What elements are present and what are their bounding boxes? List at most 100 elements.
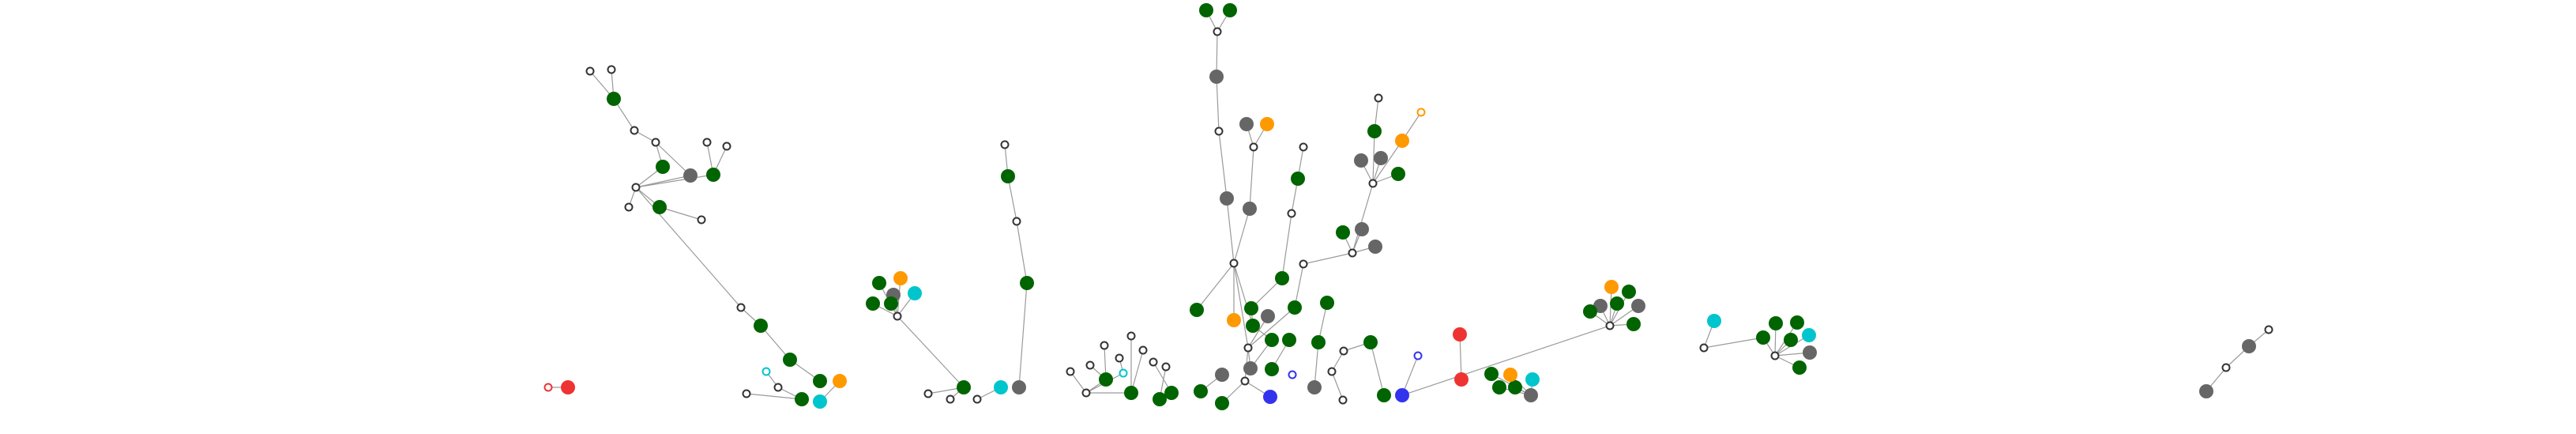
- leaf-node: [1012, 380, 1026, 394]
- leaf-node: [1215, 368, 1229, 382]
- hub-node: [630, 126, 639, 135]
- edge: [1196, 262, 1235, 311]
- leaf-node: [1756, 330, 1770, 345]
- leaf-node: [1604, 280, 1619, 294]
- hub-node: [1066, 367, 1075, 376]
- hub-node: [1149, 357, 1158, 367]
- edge: [1233, 208, 1250, 264]
- hub-node: [1115, 353, 1124, 363]
- hub-node: [923, 389, 933, 398]
- leaf-node: [1261, 309, 1275, 323]
- hub-node: [1240, 376, 1250, 386]
- edge: [655, 142, 691, 176]
- hub-node: [2264, 325, 2273, 334]
- edge: [659, 206, 702, 221]
- edge: [1314, 342, 1319, 388]
- hub-node: [631, 183, 641, 192]
- leaf-node: [1508, 380, 1522, 394]
- leaf-node: [706, 168, 720, 182]
- hub-node: [651, 138, 660, 147]
- small-node: [1119, 368, 1128, 378]
- hub-node: [1000, 140, 1010, 149]
- leaf-node: [1374, 151, 1388, 165]
- leaf-node: [1223, 3, 1237, 17]
- edge: [1130, 349, 1144, 394]
- leaf-node: [795, 392, 809, 406]
- edge: [1281, 213, 1292, 279]
- leaf-node: [1784, 333, 1798, 347]
- edge: [1218, 130, 1228, 199]
- leaf-node: [813, 394, 827, 409]
- leaf-node: [1803, 345, 1817, 360]
- leaf-node: [683, 168, 698, 183]
- hub-node: [2221, 363, 2231, 372]
- small-node: [1416, 108, 1426, 117]
- edge: [1070, 371, 1087, 394]
- leaf-node: [2199, 384, 2213, 398]
- leaf-node: [1199, 3, 1213, 17]
- leaf-node: [1484, 367, 1499, 381]
- leaf-node: [1707, 314, 1721, 328]
- leaf-node: [1215, 396, 1229, 410]
- hub-node: [1249, 142, 1258, 152]
- hub-node: [1699, 343, 1709, 353]
- leaf-node: [1631, 299, 1645, 313]
- hub-node: [1374, 93, 1383, 103]
- leaf-node: [561, 380, 575, 394]
- leaf-node: [994, 380, 1008, 394]
- hub-node: [1339, 346, 1348, 356]
- leaf-node: [1583, 304, 1597, 319]
- edge: [1016, 221, 1028, 284]
- leaf-node: [1307, 380, 1322, 394]
- leaf-node: [872, 276, 886, 290]
- hub-node: [893, 311, 902, 321]
- leaf-node: [1354, 153, 1368, 168]
- leaf-node: [1288, 300, 1302, 315]
- hub-node: [697, 215, 706, 225]
- edge: [1372, 130, 1375, 184]
- leaf-node: [1355, 222, 1369, 236]
- leaf-node: [1190, 303, 1204, 317]
- node-layer: [543, 3, 2273, 410]
- leaf-node: [1194, 384, 1208, 398]
- leaf-node: [754, 319, 768, 333]
- leaf-node: [1263, 390, 1277, 404]
- leaf-node: [652, 200, 667, 214]
- leaf-node: [2242, 339, 2256, 353]
- leaf-node: [1769, 316, 1783, 330]
- hub-node: [1229, 259, 1239, 268]
- edge: [635, 175, 691, 188]
- leaf-node: [1265, 333, 1279, 347]
- edge: [1331, 371, 1344, 401]
- hub-node: [702, 138, 712, 147]
- edge: [1401, 325, 1611, 396]
- leaf-node: [1503, 368, 1517, 382]
- hub-node: [1287, 209, 1296, 218]
- edge: [1233, 262, 1254, 326]
- hub-node: [1243, 343, 1253, 353]
- hub-node: [1085, 360, 1095, 370]
- leaf-node: [1244, 301, 1258, 315]
- hub-node: [1081, 388, 1091, 398]
- leaf-node: [1246, 319, 1260, 333]
- hub-node: [773, 383, 783, 392]
- leaf-node: [884, 296, 898, 311]
- leaf-node: [1099, 372, 1113, 387]
- leaf-node: [1524, 388, 1538, 402]
- leaf-node: [1265, 362, 1279, 376]
- leaf-node: [1391, 167, 1405, 181]
- edge: [760, 325, 791, 360]
- edge: [635, 187, 742, 308]
- leaf-node: [1454, 372, 1469, 387]
- hub-node: [607, 65, 616, 74]
- leaf-node: [1367, 124, 1382, 138]
- edge-layer: [548, 9, 2270, 404]
- leaf-node: [1260, 117, 1274, 131]
- leaf-node: [957, 380, 971, 394]
- small-node: [543, 383, 553, 392]
- edge: [1233, 262, 1249, 349]
- hub-node: [1299, 259, 1308, 269]
- small-node: [762, 367, 771, 376]
- hub-node: [1161, 362, 1171, 372]
